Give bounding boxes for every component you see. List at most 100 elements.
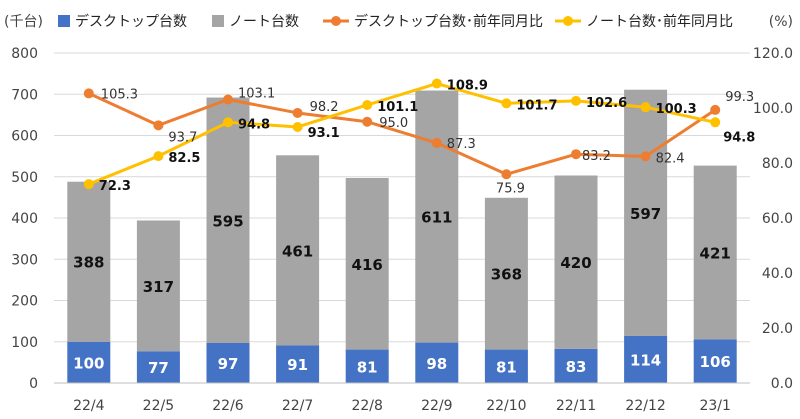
bar-desktop [484,349,528,383]
bar-label-notebook: 421 [700,244,731,262]
point-notebook-yoy [710,117,721,128]
x-tick-label: 22/7 [282,398,313,414]
line-notebook-yoy [88,82,716,186]
bar-desktop [693,339,737,383]
x-tick-label: 22/9 [421,398,452,414]
y2-tick-label: 100.0 [753,101,793,117]
y-tick-label: 400 [11,211,38,227]
legend-marker-desktop-yoy [331,16,341,26]
y-tick-label: 300 [11,252,38,268]
point-desktop-yoy [501,169,512,180]
y-tick-label: 200 [11,294,38,310]
x-tick-label: 22/4 [73,398,105,414]
bar-label-desktop: 114 [630,351,661,369]
legend-marker-notebook-yoy [563,16,573,26]
bar-desktop [67,341,111,383]
x-tick-label: 22/12 [625,398,665,414]
bars [67,89,737,383]
line-label-notebook-yoy: 108.9 [447,79,488,94]
y-tick-label: 700 [11,87,38,103]
bar-label-notebook: 595 [212,212,243,230]
line-label-desktop-yoy: 99.3 [725,90,754,105]
line-label-notebook-yoy: 93.1 [308,126,340,141]
legend-swatch-notebook [212,15,224,27]
y-tick-label: 100 [11,335,38,351]
bar-label-desktop: 100 [73,354,104,372]
legend-label-desktop: デスクトップ台数 [75,13,187,30]
line-label-notebook-yoy: 102.6 [586,96,627,111]
bar-notebook [484,197,528,350]
bar-label-desktop: 97 [218,355,239,373]
legend-label-desktop-yoy: デスクトップ台数･前年同月比 [354,13,543,30]
point-notebook-yoy [362,99,373,110]
y2-unit-label: (%) [769,14,793,30]
line-label-desktop-yoy: 83.2 [582,149,611,164]
legend-swatch-desktop [58,15,70,27]
line-label-desktop-yoy: 95.0 [379,116,408,131]
line-label-notebook-yoy: 94.8 [723,130,755,145]
x-tick-label: 22/6 [212,398,244,414]
bar-label-desktop: 81 [496,358,517,376]
bar-notebook [345,177,389,350]
bar-label-desktop: 77 [148,359,169,377]
point-notebook-yoy [223,117,233,128]
line-label-notebook-yoy: 82.5 [168,151,200,166]
bar-desktop [415,342,459,383]
point-desktop-yoy [431,137,442,148]
data-labels: 100 388 77 317 97 595 91 461 81 416 98 611 81 368 83 42… [73,79,755,378]
point-desktop-yoy [292,107,303,118]
lines [83,78,721,190]
x-tick-label: 22/5 [143,398,174,414]
bar-notebook [624,89,668,336]
bar-notebook [136,220,180,352]
bar-label-notebook: 388 [73,254,104,272]
y-tick-label: 600 [11,129,38,145]
y2-tick-label: 120.0 [753,46,793,62]
bar-notebook [415,90,459,343]
x-tick-label: 22/11 [556,398,596,414]
line-label-notebook-yoy: 100.3 [656,102,697,117]
bar-label-notebook: 611 [421,209,452,227]
x-tick-label: 22/8 [351,398,382,414]
bar-desktop [345,349,389,383]
bar-notebook [554,175,598,349]
axes: 0 100 200 300 400 500 600 700 800 0.0 20.0 40.0 60.0… [4,14,793,414]
x-tick-label: 23/1 [699,398,730,414]
bar-label-notebook: 416 [352,256,383,274]
point-desktop-yoy [640,151,651,162]
bar-label-desktop: 81 [357,358,378,376]
bar-label-desktop: 91 [287,356,308,374]
y-tick-label: 800 [11,46,38,62]
bar-label-notebook: 317 [143,278,174,296]
line-label-notebook-yoy: 101.7 [516,98,557,113]
legend: デスクトップ台数 ノート台数 デスクトップ台数･前年同月比 ノート台数･前年同月比 [58,13,733,30]
bar-notebook [276,155,320,346]
point-desktop-yoy [83,88,94,99]
point-notebook-yoy [153,151,164,162]
line-label-notebook-yoy: 101.1 [377,100,418,115]
point-desktop-yoy [571,149,581,160]
line-label-desktop-yoy: 82.4 [656,151,685,166]
y2-tick-label: 40.0 [762,266,793,282]
line-label-desktop-yoy: 75.9 [496,181,525,196]
legend-label-notebook-yoy: ノート台数･前年同月比 [586,13,733,30]
y-tick-label: 0 [29,376,38,392]
line-label-desktop-yoy: 103.1 [238,86,275,101]
bar-desktop [276,345,320,383]
bar-desktop [554,348,598,383]
bar-desktop [206,342,250,383]
bar-desktop [136,351,180,383]
point-desktop-yoy [223,94,233,105]
line-label-desktop-yoy: 87.3 [447,137,476,152]
y-tick-label: 500 [11,170,38,186]
y2-tick-label: 60.0 [762,211,793,227]
line-label-desktop-yoy: 93.7 [168,130,197,145]
line-label-desktop-yoy: 105.3 [101,87,138,102]
y2-tick-label: 20.0 [762,321,793,337]
point-notebook-yoy [571,95,581,106]
point-notebook-yoy [640,102,651,113]
y2-tick-label: 0.0 [771,376,793,392]
bar-notebook [693,165,737,340]
point-notebook-yoy [292,121,303,132]
